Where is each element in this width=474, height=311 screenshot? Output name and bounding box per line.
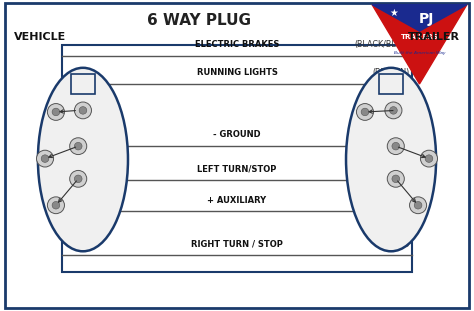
Text: - GROUND: - GROUND	[213, 130, 261, 139]
Ellipse shape	[74, 102, 91, 119]
Ellipse shape	[387, 170, 404, 187]
FancyBboxPatch shape	[5, 3, 469, 308]
Ellipse shape	[356, 104, 374, 120]
Text: (YELLOW): (YELLOW)	[372, 165, 410, 174]
Text: RUNNING LIGHTS: RUNNING LIGHTS	[197, 68, 277, 77]
Polygon shape	[372, 5, 467, 84]
Text: 6 WAY PLUG: 6 WAY PLUG	[147, 13, 251, 28]
Text: PJ: PJ	[419, 12, 434, 26]
Ellipse shape	[346, 68, 436, 251]
Text: Built the American Way: Built the American Way	[394, 51, 445, 55]
Ellipse shape	[390, 107, 397, 114]
Text: ELECTRIC BRAKES: ELECTRIC BRAKES	[195, 40, 279, 49]
Ellipse shape	[414, 202, 422, 209]
Text: TRAILER: TRAILER	[408, 32, 460, 42]
Text: LEFT TURN/STOP: LEFT TURN/STOP	[197, 165, 277, 174]
Ellipse shape	[41, 155, 49, 162]
Ellipse shape	[47, 197, 64, 214]
Ellipse shape	[385, 102, 402, 119]
Ellipse shape	[38, 68, 128, 251]
Ellipse shape	[420, 150, 438, 167]
Ellipse shape	[70, 170, 87, 187]
Ellipse shape	[52, 108, 60, 116]
Ellipse shape	[36, 150, 54, 167]
Text: RIGHT TURN / STOP: RIGHT TURN / STOP	[191, 239, 283, 248]
Text: + AUXILIARY: + AUXILIARY	[208, 196, 266, 205]
Text: ★: ★	[389, 8, 398, 18]
Ellipse shape	[79, 107, 87, 114]
Ellipse shape	[47, 104, 64, 120]
Text: (GREEN): (GREEN)	[376, 239, 410, 248]
Text: (BROWN): (BROWN)	[373, 68, 410, 77]
Ellipse shape	[74, 175, 82, 183]
Ellipse shape	[52, 202, 60, 209]
Ellipse shape	[387, 138, 404, 155]
Polygon shape	[372, 5, 467, 31]
Text: (RED): (RED)	[387, 196, 410, 205]
Ellipse shape	[392, 142, 400, 150]
Ellipse shape	[425, 155, 433, 162]
Ellipse shape	[392, 175, 400, 183]
Ellipse shape	[361, 108, 369, 116]
Text: (WHITE): (WHITE)	[378, 130, 410, 139]
Ellipse shape	[74, 142, 82, 150]
Text: (BLACK/BLUE): (BLACK/BLUE)	[355, 40, 410, 49]
Ellipse shape	[410, 197, 427, 214]
Text: TRAILERS: TRAILERS	[401, 34, 438, 40]
Ellipse shape	[70, 138, 87, 155]
Text: VEHICLE: VEHICLE	[14, 32, 66, 42]
